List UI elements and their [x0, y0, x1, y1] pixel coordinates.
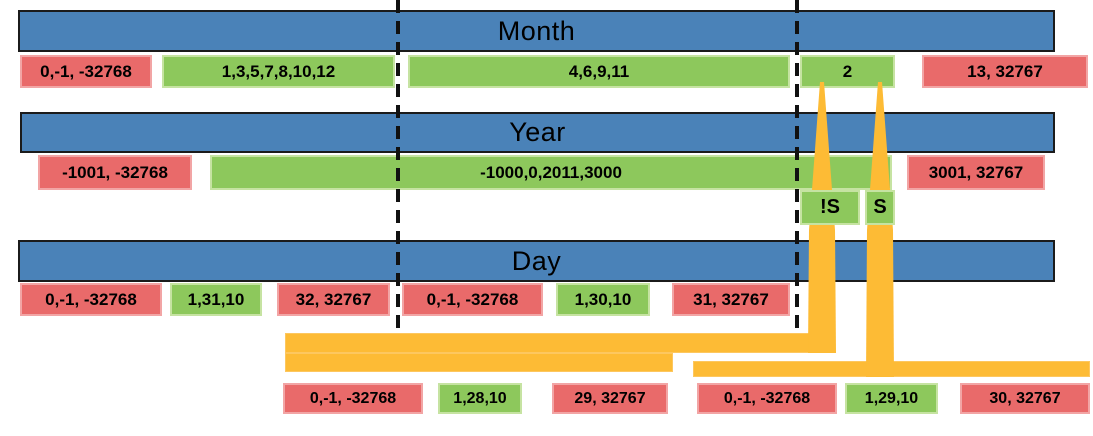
dashed-divider-left	[396, 0, 400, 333]
month-title: Month	[497, 15, 576, 46]
partition-box: 29, 32767	[552, 383, 668, 414]
year-title: Year	[509, 117, 566, 147]
partition-box: 1,30,10	[556, 283, 650, 316]
year-bar: Year	[20, 112, 1055, 153]
partition-box: 0,-1, -32768	[697, 383, 837, 414]
day-bar: Day	[18, 240, 1055, 282]
partition-box: 0,-1, -32768	[20, 55, 152, 88]
partition-box: 1,29,10	[845, 383, 938, 414]
day-title: Day	[511, 245, 562, 276]
partition-box: 1,3,5,7,8,10,12	[162, 55, 395, 88]
partition-box: 0,-1, -32768	[402, 283, 543, 316]
partition-box: 1,31,10	[170, 283, 262, 316]
dashed-divider-right	[795, 0, 799, 333]
partition-box: 30, 32767	[960, 383, 1090, 414]
partition-box: 3001, 32767	[907, 155, 1045, 190]
partition-box: 1,28,10	[438, 383, 522, 414]
leap-badge: S	[865, 190, 895, 225]
partition-box: 32, 32767	[277, 283, 390, 316]
partition-box: 13, 32767	[922, 55, 1088, 88]
partition-box: 0,-1, -32768	[283, 383, 423, 414]
month-bar: Month	[18, 10, 1055, 52]
partition-box: 31, 32767	[672, 283, 790, 316]
partition-box: -1000,0,2011,3000	[210, 155, 892, 190]
leap-group-bracket	[693, 361, 1090, 377]
partition-box: 2	[800, 55, 895, 88]
partition-box: 0,-1, -32768	[20, 283, 162, 316]
partition-box: -1001, -32768	[38, 155, 192, 190]
not-leap-badge: !S	[800, 190, 860, 225]
nonleap-group-bracket	[285, 353, 673, 372]
partition-box: 4,6,9,11	[408, 55, 790, 88]
nonleap-connector-bar	[285, 333, 835, 353]
